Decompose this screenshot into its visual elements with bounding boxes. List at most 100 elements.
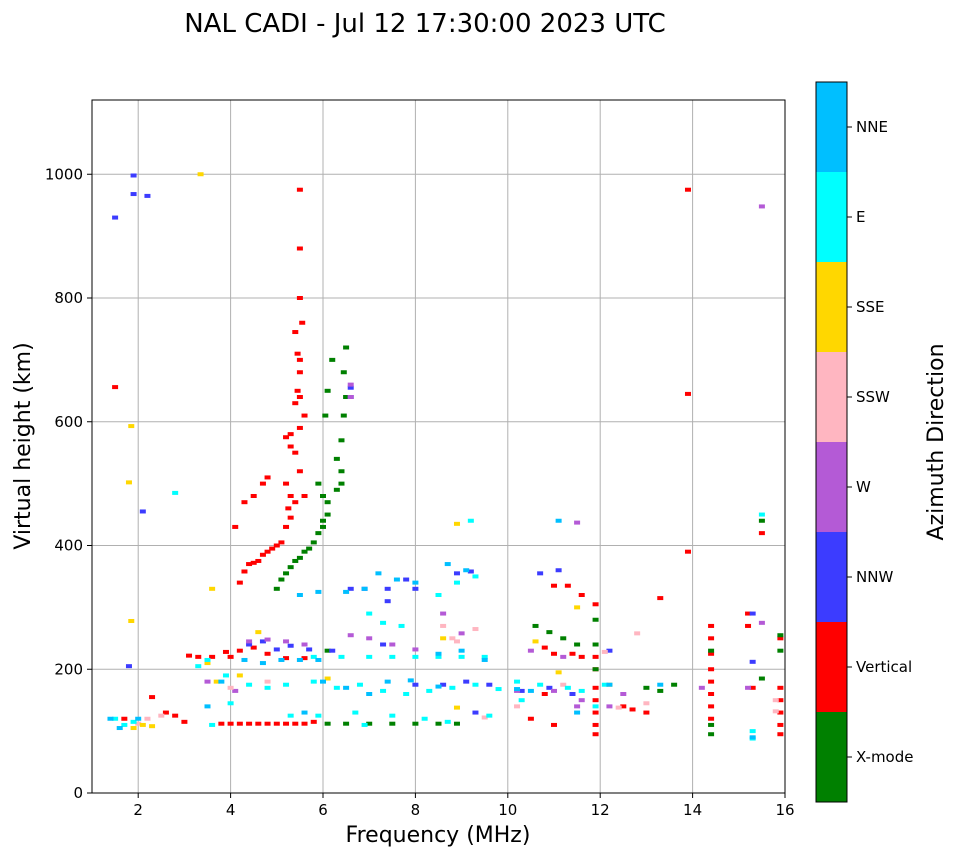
data-point [250, 494, 257, 498]
data-point [708, 623, 715, 628]
data-point [301, 413, 308, 418]
data-point [384, 599, 391, 604]
data-point [541, 645, 548, 650]
x-axis-label: Frequency (MHz) [346, 823, 531, 848]
data-point [246, 682, 253, 687]
x-tick-label: 14 [683, 801, 702, 819]
data-point [592, 602, 599, 607]
data-point [366, 636, 373, 641]
data-point [389, 654, 396, 659]
data-point [578, 688, 585, 693]
data-point [283, 481, 290, 486]
data-point [315, 589, 322, 594]
data-point [218, 679, 225, 684]
colorbar: X-mode Vertical NNW W SSW SSE E NNE [815, 81, 913, 803]
data-point [708, 679, 715, 684]
data-point [333, 487, 340, 492]
colorbar-tick-label: E [856, 208, 865, 226]
data-point [518, 698, 525, 703]
data-point [657, 688, 664, 693]
data-point [283, 656, 290, 661]
colorbar-frame [815, 81, 848, 803]
data-point [232, 688, 239, 693]
data-point [481, 657, 488, 662]
data-point [486, 682, 493, 687]
data-point [324, 388, 331, 393]
data-point [453, 721, 460, 726]
data-point [472, 627, 479, 632]
colorbar-tick-label: NNW [856, 568, 893, 586]
data-point [285, 506, 292, 511]
data-point [324, 500, 331, 505]
data-point [278, 657, 285, 662]
data-point [777, 685, 784, 690]
data-point [236, 580, 243, 585]
data-point [532, 623, 539, 628]
data-point [481, 715, 488, 720]
data-point [361, 586, 368, 591]
data-point [518, 688, 525, 693]
data-point [555, 518, 562, 523]
data-point [246, 642, 253, 647]
data-point [273, 721, 280, 726]
data-point [296, 187, 303, 192]
colorbar-tick-label: SSE [856, 298, 885, 316]
data-point [708, 704, 715, 709]
x-tick-label: 12 [591, 801, 610, 819]
data-point [560, 682, 567, 687]
data-point [320, 524, 326, 529]
data-point [435, 721, 442, 726]
data-point [758, 531, 765, 536]
data-point [749, 611, 756, 616]
data-point [209, 654, 216, 659]
data-point [227, 721, 234, 726]
data-point [306, 647, 313, 652]
data-point [264, 475, 271, 480]
data-point [195, 654, 202, 659]
data-point [634, 631, 641, 636]
data-point [310, 679, 317, 684]
data-point [301, 642, 308, 647]
data-point [121, 716, 128, 721]
data-point [246, 639, 253, 644]
data-point [195, 664, 202, 669]
data-point [292, 721, 299, 726]
data-point [227, 654, 234, 659]
data-point [322, 413, 329, 418]
data-point [236, 673, 243, 678]
colorbar-swatch [816, 712, 847, 802]
data-point [218, 721, 225, 726]
data-point [412, 682, 419, 687]
data-point [333, 685, 340, 690]
data-point [606, 682, 613, 687]
data-point [592, 654, 599, 659]
data-point [435, 651, 442, 656]
data-point [324, 721, 331, 726]
data-point [412, 721, 419, 726]
data-point [315, 531, 322, 536]
data-point [486, 713, 493, 718]
data-point [777, 710, 784, 715]
colorbar-swatch [816, 532, 847, 622]
data-point [453, 521, 460, 526]
data-point [671, 682, 678, 687]
data-point [338, 654, 345, 659]
data-point [777, 648, 784, 653]
data-point [684, 391, 691, 396]
data-point [393, 577, 400, 582]
data-point [366, 721, 373, 726]
data-point [574, 520, 581, 525]
data-point [172, 713, 179, 718]
data-point [564, 685, 571, 690]
data-point [551, 688, 557, 693]
data-point [698, 685, 705, 690]
data-point [287, 713, 294, 718]
data-point [449, 685, 456, 690]
data-point [380, 642, 387, 647]
data-point [356, 682, 363, 687]
data-point [204, 661, 211, 666]
data-point [389, 642, 396, 647]
data-point [555, 670, 562, 675]
data-point [347, 633, 354, 638]
x-tick-label: 16 [775, 801, 794, 819]
